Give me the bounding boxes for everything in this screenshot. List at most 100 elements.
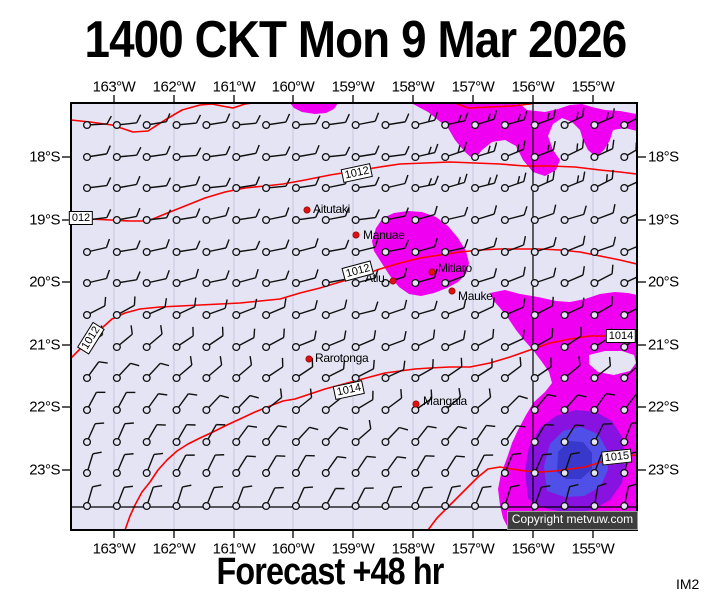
wind-barb bbox=[202, 177, 231, 193]
wind-barb bbox=[351, 455, 376, 478]
lon-label-bottom-2: 161°W bbox=[212, 540, 256, 558]
wind-barb bbox=[590, 203, 616, 225]
lon-label-top-3: 160°W bbox=[271, 78, 315, 96]
wind-barb bbox=[560, 297, 585, 320]
wind-barb bbox=[351, 176, 380, 193]
wind-barb bbox=[441, 239, 469, 257]
wind-barb bbox=[172, 240, 201, 257]
wind-barb bbox=[291, 208, 321, 225]
place-label-mangaia: Mangaia bbox=[423, 394, 467, 408]
wind-barb bbox=[262, 328, 285, 352]
wind-barb bbox=[381, 485, 403, 511]
wind-barb bbox=[321, 487, 345, 511]
wind-barb bbox=[411, 455, 435, 478]
lat-label-left-0: 18°S bbox=[29, 148, 60, 166]
wind-barb bbox=[202, 299, 228, 320]
place-label-rarotonga: Rarotonga bbox=[315, 351, 369, 365]
wind-barb bbox=[560, 205, 587, 225]
wind-barb bbox=[291, 300, 318, 320]
wind-barb bbox=[441, 206, 469, 225]
wind-barb bbox=[620, 245, 637, 257]
wind-barb bbox=[82, 115, 112, 130]
wind-barb bbox=[112, 271, 141, 288]
wind-barb bbox=[590, 236, 617, 257]
wind-barb bbox=[291, 486, 314, 511]
wind-barb bbox=[112, 207, 141, 225]
wind-barb bbox=[82, 484, 102, 511]
wind-barb bbox=[590, 393, 616, 415]
wind-barb bbox=[112, 422, 134, 447]
wind-barb bbox=[500, 425, 526, 447]
lat-label-right-3: 21°S bbox=[648, 336, 679, 354]
map-interior bbox=[71, 103, 637, 530]
wind-barb bbox=[202, 454, 225, 478]
wind-barb bbox=[441, 173, 468, 193]
wind-barb bbox=[202, 239, 230, 257]
wind-barb bbox=[82, 238, 111, 257]
wind-barb bbox=[202, 270, 230, 288]
wind-barb bbox=[262, 113, 291, 130]
wind-barb bbox=[172, 356, 193, 383]
wind-barb bbox=[202, 145, 231, 162]
wind-barb bbox=[441, 455, 465, 478]
lon-label-bottom-0: 163°W bbox=[92, 540, 136, 558]
wind-barb bbox=[232, 455, 256, 478]
wind-barb bbox=[530, 328, 554, 352]
wind-barb bbox=[590, 139, 615, 162]
wind-barb bbox=[441, 298, 467, 320]
wind-barb bbox=[441, 485, 461, 511]
wind-barb bbox=[142, 113, 171, 130]
rain-area-light bbox=[413, 104, 637, 176]
wind-barb bbox=[381, 426, 409, 447]
place-label-mauke: Mauke bbox=[458, 289, 493, 303]
wind-barb bbox=[142, 325, 163, 352]
lon-label-bottom-3: 160°W bbox=[271, 540, 315, 558]
wind-barb bbox=[381, 113, 410, 130]
wind-barb bbox=[262, 486, 284, 511]
wind-barb bbox=[112, 114, 142, 130]
wind-barb bbox=[82, 391, 106, 415]
forecast-hour-label: Forecast +48 hr bbox=[216, 551, 445, 593]
wind-barb bbox=[530, 453, 552, 478]
wind-barb bbox=[172, 484, 192, 511]
wind-barb bbox=[112, 175, 141, 193]
wind-barb bbox=[441, 141, 467, 162]
wind-barb bbox=[202, 326, 224, 352]
wind-barb bbox=[560, 424, 585, 447]
wind-barb bbox=[620, 307, 637, 320]
wind-barb bbox=[321, 455, 347, 478]
wind-barb bbox=[112, 453, 134, 478]
wind-barb bbox=[142, 362, 170, 383]
lat-label-right-0: 18°S bbox=[648, 148, 679, 166]
wind-barb bbox=[381, 145, 410, 162]
wind-barb bbox=[262, 388, 283, 415]
wind-barb bbox=[351, 209, 380, 225]
wind-barb bbox=[411, 175, 439, 193]
place-dot-manuae bbox=[352, 231, 360, 239]
wind-barb bbox=[411, 268, 438, 288]
wind-barb bbox=[82, 269, 111, 288]
place-dot-mangaia bbox=[412, 400, 420, 408]
wind-barb bbox=[351, 390, 374, 415]
wind-barb bbox=[232, 485, 253, 511]
lon-label-top-0: 163°W bbox=[92, 78, 136, 96]
wind-barb bbox=[500, 172, 527, 193]
wind-barb bbox=[411, 329, 436, 352]
wind-barb bbox=[411, 143, 439, 162]
wind-barb bbox=[142, 424, 166, 447]
wind-barb bbox=[112, 362, 140, 383]
wind-barb bbox=[441, 267, 467, 288]
wind-barb bbox=[470, 142, 498, 162]
lon-label-top-2: 161°W bbox=[212, 78, 256, 96]
wind-barb bbox=[530, 109, 557, 130]
wind-barb bbox=[142, 485, 163, 511]
wind-barb bbox=[262, 455, 286, 478]
lat-label-left-5: 23°S bbox=[29, 461, 60, 479]
wind-barb bbox=[112, 485, 134, 511]
wind-barb bbox=[530, 296, 554, 320]
wind-barb bbox=[470, 424, 496, 447]
wind-barb bbox=[351, 269, 379, 288]
wind-barb bbox=[202, 206, 230, 225]
wind-barb bbox=[291, 330, 317, 352]
